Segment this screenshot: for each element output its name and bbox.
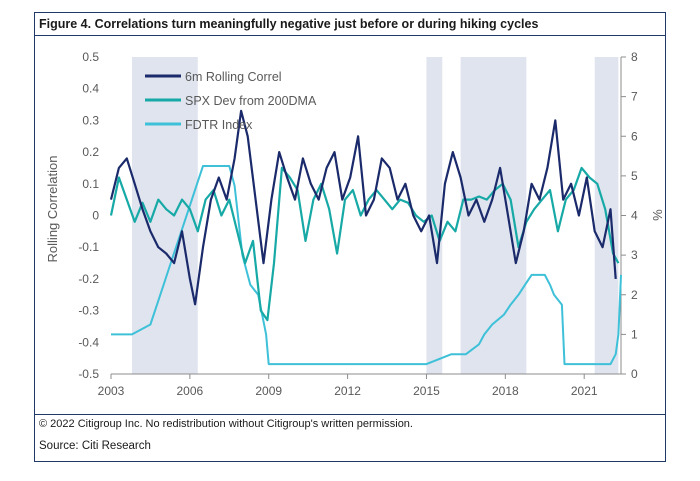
legend: 6m Rolling Correl SPX Dev from 200DMA FDTR… xyxy=(145,70,317,132)
footer-divider xyxy=(35,414,665,415)
y-tick-label: 0.5 xyxy=(82,50,99,64)
shaded-period-2 xyxy=(460,57,527,374)
y-tick-label: -0.4 xyxy=(78,335,99,349)
y2-tick-label: 4 xyxy=(631,209,638,223)
x-tick-label: 2015 xyxy=(413,384,440,398)
axes: -0.5 -0.4 -0.3 -0.2 -0.1 0 0.1 0.2 0.3 0.4 0.5 0 1 2 3… xyxy=(78,50,638,398)
y-tick-label: -0.1 xyxy=(78,240,99,254)
y2-tick-label: 1 xyxy=(631,327,638,341)
y-tick-label: -0.3 xyxy=(78,304,99,318)
y2-tick-label: 2 xyxy=(631,288,638,302)
series-line-6m-rolling-correl xyxy=(109,109,617,306)
figure-frame: Figure 4. Correlations turn meaningfully… xyxy=(34,12,666,462)
y2-tick-label: 0 xyxy=(631,367,638,381)
series-line-fdtr-index xyxy=(111,165,622,366)
x-tick-label: 2021 xyxy=(571,384,598,398)
y-tick-label: -0.2 xyxy=(78,272,99,286)
y-tick-label: 0.3 xyxy=(82,113,99,127)
y-tick-label: 0.4 xyxy=(82,82,99,96)
x-tick-label: 2009 xyxy=(255,384,282,398)
x-tick-label: 2018 xyxy=(492,384,519,398)
y-axis-label: Rolling Correlation xyxy=(45,156,60,263)
x-tick-label: 2003 xyxy=(98,384,125,398)
y-tick-label: -0.5 xyxy=(78,367,99,381)
legend-label: FDTR Index xyxy=(185,118,253,132)
legend-label: SPX Dev from 200DMA xyxy=(185,94,317,108)
y2-tick-label: 8 xyxy=(631,50,638,64)
x-tick-label: 2006 xyxy=(177,384,204,398)
copyright-note: © 2022 Citigroup Inc. No redistribution … xyxy=(39,418,413,430)
series-lines xyxy=(109,109,622,366)
title-divider xyxy=(35,35,665,36)
figure-title: Figure 4. Correlations turn meaningfully… xyxy=(39,17,539,31)
source-note: Source: Citi Research xyxy=(39,440,151,452)
x-tick-label: 2012 xyxy=(334,384,361,398)
y-tick-label: 0 xyxy=(92,209,99,223)
y2-tick-label: 6 xyxy=(631,129,638,143)
shaded-period-1 xyxy=(426,57,443,374)
legend-label: 6m Rolling Correl xyxy=(185,70,282,84)
y2-axis-label: % xyxy=(650,209,665,221)
y-tick-label: 0.1 xyxy=(82,177,99,191)
chart: -0.5 -0.4 -0.3 -0.2 -0.1 0 0.1 0.2 0.3 0.4 0.5 0 1 2 3… xyxy=(45,50,665,398)
y2-tick-label: 5 xyxy=(631,169,638,183)
y2-tick-label: 3 xyxy=(631,248,638,262)
y2-tick-label: 7 xyxy=(631,90,638,104)
y-tick-label: 0.2 xyxy=(82,145,99,159)
